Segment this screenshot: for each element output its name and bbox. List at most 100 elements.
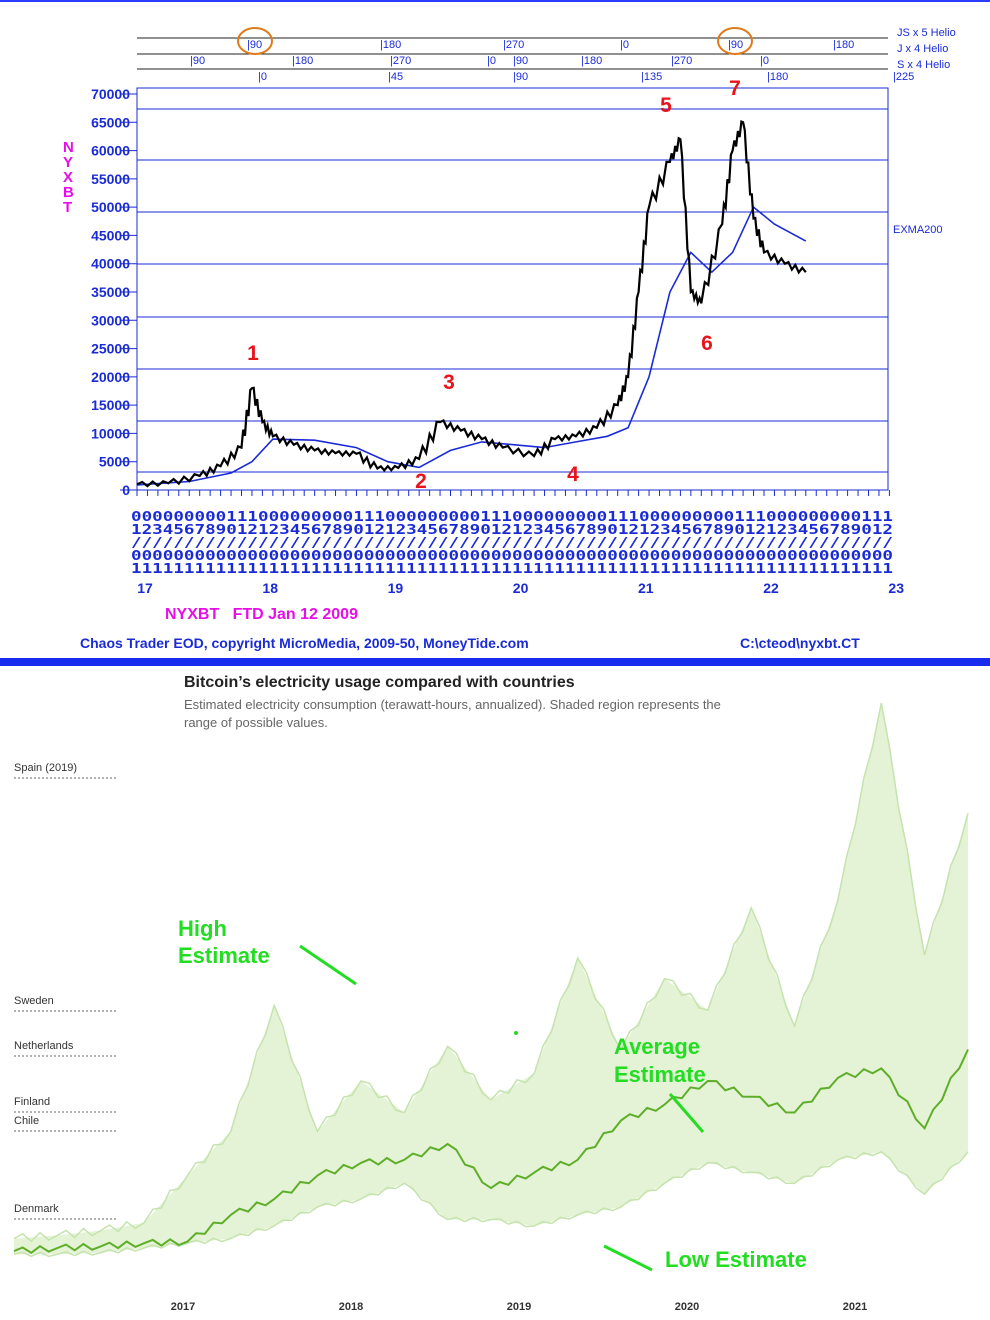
x-axis-year: 2017 xyxy=(171,1301,195,1313)
y-axis-label: NYXBT xyxy=(63,139,74,216)
wave-marker-7: 7 xyxy=(729,77,741,100)
wave-marker-5: 5 xyxy=(660,94,672,117)
y-tick-label: 55000 xyxy=(91,171,130,187)
y-label-letter: Y xyxy=(63,154,73,171)
y-tick-label: 15000 xyxy=(91,397,130,413)
helio-tick: |90 xyxy=(513,71,528,83)
low-estimate-pointer xyxy=(603,1244,653,1272)
low-estimate-line xyxy=(13,1151,969,1258)
helio-label-js: JS x 5 Helio xyxy=(897,27,956,39)
stray-dot xyxy=(514,1031,518,1035)
y-label-letter: B xyxy=(63,184,74,201)
chart-title: Bitcoin’s electricity usage compared wit… xyxy=(184,674,575,691)
x-axis-year: 2021 xyxy=(843,1301,867,1313)
year-label: 20 xyxy=(513,580,529,596)
country-label: Spain (2019) xyxy=(14,762,77,774)
y-tick-label: 65000 xyxy=(91,114,130,130)
helio-tick: |0 xyxy=(760,55,769,67)
wave-marker-4: 4 xyxy=(567,463,579,486)
helio-tick: |0 xyxy=(258,71,267,83)
year-label: 19 xyxy=(388,580,404,596)
helio-tick: |270 xyxy=(503,39,524,51)
wave-marker-6: 6 xyxy=(701,332,713,355)
y-tick-label: 35000 xyxy=(91,284,130,300)
ema-label: EXMA200 xyxy=(893,224,943,236)
y-tick-label: 70000 xyxy=(91,86,130,102)
high-estimate-label-2: Estimate xyxy=(178,943,270,968)
date-row: 0000000000000000000000000000000000000000… xyxy=(131,549,893,564)
date-row: 1234567890121234567890121234567890121234… xyxy=(131,523,893,538)
plot-frame xyxy=(136,87,889,491)
helio-tick: |0 xyxy=(487,55,496,67)
helio-tick: |180 xyxy=(380,39,401,51)
date-row: 0000000001110000000001110000000001110000… xyxy=(131,510,893,525)
helio-tick: |270 xyxy=(390,55,411,67)
date-row: 1111111111111111111111111111111111111111… xyxy=(131,562,893,577)
footer-right: C:\cteod\nyxbt.CT xyxy=(740,635,860,651)
helio-tick: |45 xyxy=(388,71,403,83)
country-label: Denmark xyxy=(14,1203,59,1215)
estimate-range-band xyxy=(14,703,968,1255)
year-label: 21 xyxy=(638,580,654,596)
y-tick-label: 40000 xyxy=(91,256,130,272)
y-tick-label: 5000 xyxy=(99,454,130,470)
wave-marker-1: 1 xyxy=(247,342,259,365)
helio-tick: |270 xyxy=(671,55,692,67)
wave-marker-2: 2 xyxy=(415,470,427,493)
helio-circle-1 xyxy=(237,27,273,55)
y-tick-label: 30000 xyxy=(91,312,130,328)
wave-marker-3: 3 xyxy=(443,371,455,394)
y-label-letter: N xyxy=(63,139,74,156)
chart-subtitle-1: Estimated electricity consumption (teraw… xyxy=(184,697,721,712)
high-estimate-pointer xyxy=(299,944,357,986)
high-estimate-line xyxy=(13,702,969,1243)
price-line xyxy=(136,120,807,488)
electricity-chart: Bitcoin’s electricity usage compared wit… xyxy=(13,674,969,1313)
date-row: ////////////////////////////////////////… xyxy=(131,536,893,551)
x-axis-year: 2018 xyxy=(339,1301,363,1313)
year-label: 18 xyxy=(262,580,278,596)
y-label-letter: T xyxy=(63,199,72,216)
average-estimate-pointer xyxy=(668,1093,705,1133)
helio-tick: |180 xyxy=(833,39,854,51)
nyxbt-chart: |90 |180 |270 |0 |90 |180 |90 |180 |270 |0 |90 |180… xyxy=(63,27,956,651)
x-axis-year: 2020 xyxy=(675,1301,699,1313)
helio-tick: |90 xyxy=(513,55,528,67)
y-tick-label: 25000 xyxy=(91,341,130,357)
y-tick-label: 45000 xyxy=(91,227,130,243)
helio-header: |90 |180 |270 |0 |90 |180 |90 |180 |270 |0 |90 |180… xyxy=(137,27,956,83)
average-estimate-label-2: Estimate xyxy=(614,1062,706,1087)
country-label: Netherlands xyxy=(14,1040,74,1052)
ema200-line xyxy=(136,205,807,486)
year-label: 17 xyxy=(137,580,153,596)
country-label: Finland xyxy=(14,1096,50,1108)
helio-tick: |180 xyxy=(581,55,602,67)
average-estimate-label-1: Average xyxy=(614,1034,700,1059)
helio-tick: |180 xyxy=(292,55,313,67)
year-label: 22 xyxy=(763,580,779,596)
year-label: 23 xyxy=(888,580,904,596)
helio-tick: |0 xyxy=(620,39,629,51)
symbol-caption: NYXBT FTD Jan 12 2009 xyxy=(165,606,358,623)
section-divider xyxy=(0,658,990,666)
high-estimate-label-1: High xyxy=(178,916,227,941)
helio-circle-2 xyxy=(717,27,753,55)
average-estimate-line xyxy=(13,1049,969,1255)
helio-tick: |90 xyxy=(728,39,743,51)
low-estimate-label: Low Estimate xyxy=(665,1247,807,1272)
footer-left: Chaos Trader EOD, copyright MicroMedia, … xyxy=(80,635,529,651)
helio-label-j: J x 4 Helio xyxy=(897,43,948,55)
country-label: Chile xyxy=(14,1115,39,1127)
country-label: Sweden xyxy=(14,995,54,1007)
helio-tick: |90 xyxy=(190,55,205,67)
helio-tick: |180 xyxy=(767,71,788,83)
y-tick-label: 20000 xyxy=(91,369,130,385)
helio-label-s: S x 4 Helio xyxy=(897,59,950,71)
y-tick-label: 10000 xyxy=(91,425,130,441)
y-tick-label: 50000 xyxy=(91,199,130,215)
helio-tick: |135 xyxy=(641,71,662,83)
y-tick-label: 60000 xyxy=(91,143,130,159)
chart-subtitle-2: range of possible values. xyxy=(184,715,328,730)
helio-tick: |90 xyxy=(247,39,262,51)
x-axis-year: 2019 xyxy=(507,1301,531,1313)
